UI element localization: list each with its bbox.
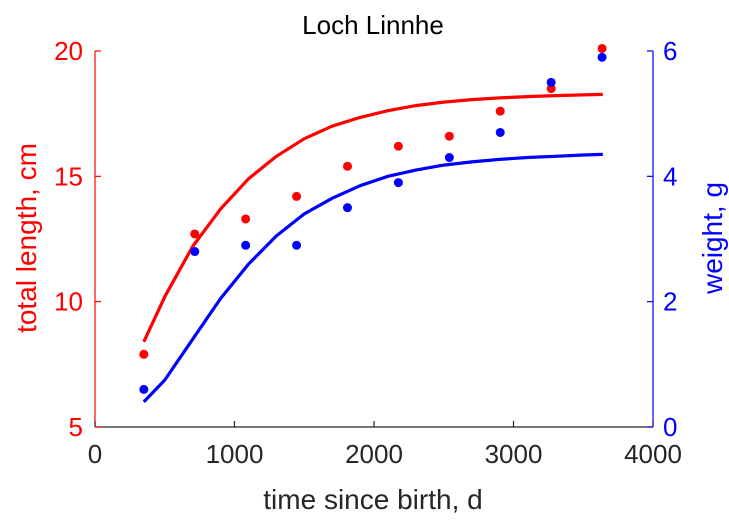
fitted-curves	[142, 92, 603, 404]
weight-data-point	[495, 127, 505, 137]
weight-data-point	[139, 384, 149, 394]
length-data-point	[292, 191, 302, 201]
left-y-tick-label: 5	[69, 412, 83, 442]
length-data-point	[139, 349, 149, 359]
length-data-point	[241, 214, 251, 224]
weight-fit-curve	[142, 152, 603, 404]
length-fit-curve	[142, 92, 603, 343]
axes: 0 1000 2000 3000 4000 5 10 15 20 0 2 4 6	[54, 36, 682, 469]
length-data-point	[342, 161, 352, 171]
x-axis-label: time since birth, d	[263, 484, 482, 515]
length-data-point	[597, 43, 607, 53]
weight-data-point	[342, 203, 352, 213]
chart-title: Loch Linnhe	[302, 10, 444, 40]
right-y-tick-label: 0	[663, 412, 677, 442]
weight-data-point	[241, 240, 251, 250]
right-y-tick-label: 2	[663, 287, 677, 317]
length-data-point	[190, 229, 200, 239]
x-tick-label: 0	[88, 439, 102, 469]
left-y-tick-label: 15	[54, 161, 83, 191]
weight-data-point	[597, 52, 607, 62]
right-y-tick-label: 4	[663, 161, 677, 191]
length-data-point	[546, 84, 556, 94]
left-y-tick-label: 20	[54, 36, 83, 66]
data-points	[139, 43, 607, 394]
x-tick-label: 4000	[624, 439, 682, 469]
length-data-point	[393, 141, 403, 151]
right-y-axis-label: weight, g	[697, 182, 728, 295]
weight-data-point	[190, 247, 200, 257]
left-y-axis-label: total length, cm	[11, 143, 42, 333]
x-tick-label: 3000	[485, 439, 543, 469]
weight-data-point	[546, 77, 556, 87]
weight-data-point	[292, 240, 302, 250]
weight-data-point	[444, 153, 454, 163]
left-y-tick-label: 10	[54, 287, 83, 317]
length-data-point	[444, 131, 454, 141]
length-data-point	[495, 106, 505, 116]
x-tick-label: 2000	[345, 439, 403, 469]
right-y-tick-label: 6	[663, 36, 677, 66]
x-tick-label: 1000	[206, 439, 264, 469]
weight-data-point	[393, 178, 403, 188]
